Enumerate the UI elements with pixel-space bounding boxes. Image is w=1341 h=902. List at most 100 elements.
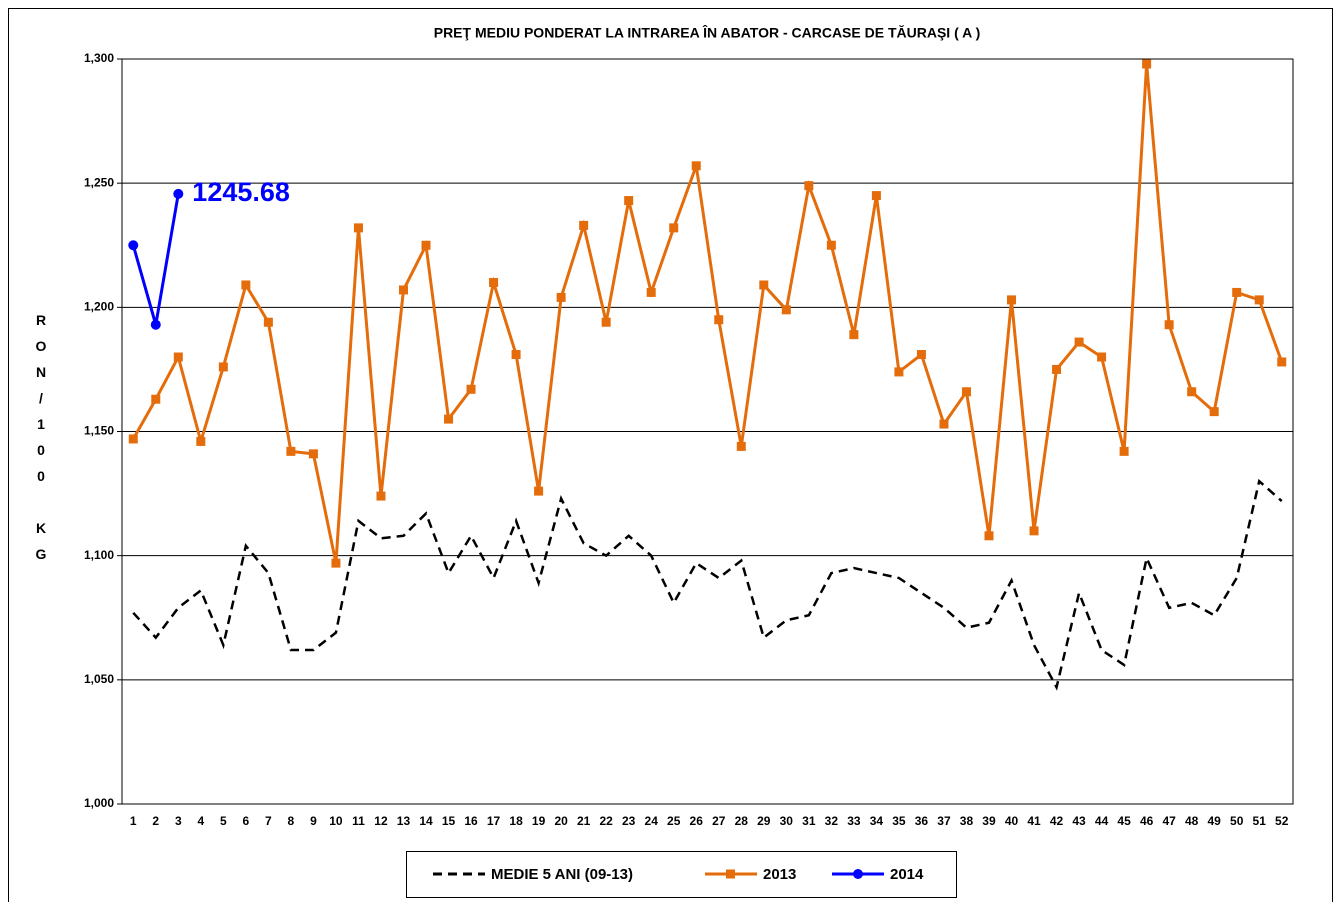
x-tick-label: 42 [1050, 814, 1064, 828]
point [128, 434, 138, 444]
point [489, 278, 499, 287]
point [691, 161, 701, 171]
point [534, 486, 544, 496]
legend-label: 2014 [890, 866, 924, 883]
x-tick-label: 15 [442, 814, 456, 828]
point [804, 181, 814, 191]
point [669, 223, 679, 233]
point [939, 419, 949, 429]
point [398, 285, 408, 295]
point [466, 384, 476, 394]
point [714, 315, 724, 325]
x-tick-label: 40 [1005, 814, 1019, 828]
point [579, 220, 589, 230]
x-tick-label: 26 [690, 814, 704, 828]
x-tick-label: 1 [130, 814, 137, 828]
x-tick-label: 43 [1072, 814, 1086, 828]
point [1187, 387, 1197, 397]
point [263, 317, 273, 327]
point [241, 280, 251, 290]
point [376, 491, 386, 501]
point [781, 305, 791, 315]
point [286, 446, 296, 456]
x-tick-label: 41 [1027, 814, 1041, 828]
data-label: 1245.68 [192, 177, 290, 207]
x-tick-label: 33 [847, 814, 861, 828]
x-tick-label: 47 [1162, 814, 1176, 828]
x-tick-label: 34 [870, 814, 884, 828]
y-axis-label: RON/100 KG [33, 312, 49, 572]
x-tick-label: 19 [532, 814, 546, 828]
legend-label: MEDIE 5 ANI (09-13) [491, 866, 633, 883]
legend-marker [726, 869, 735, 879]
point [556, 292, 566, 302]
point [1119, 446, 1129, 456]
point [444, 414, 454, 424]
x-tick-label: 2 [152, 814, 159, 828]
x-tick-label: 3 [175, 814, 182, 828]
x-tick-label: 45 [1117, 814, 1131, 828]
x-tick-label: 28 [735, 814, 749, 828]
x-tick-label: 50 [1230, 814, 1244, 828]
point [1052, 364, 1062, 374]
x-tick-label: 49 [1208, 814, 1222, 828]
x-tick-label: 35 [892, 814, 906, 828]
point [151, 394, 161, 404]
x-tick-label: 11 [352, 814, 365, 828]
series-line [131, 193, 180, 326]
series-line [131, 63, 1284, 564]
x-tick-label: 32 [825, 814, 839, 828]
x-tick-label: 18 [509, 814, 523, 828]
point [128, 240, 139, 251]
x-tick-label: 27 [712, 814, 726, 828]
series-line [132, 478, 1283, 691]
point [511, 350, 521, 360]
chart-title: PREŢ MEDIU PONDERAT LA INTRAREA ÎN ABATO… [434, 24, 981, 41]
point [218, 362, 228, 372]
x-tick-label: 25 [667, 814, 681, 828]
x-tick-label: 44 [1095, 814, 1109, 828]
point [1029, 526, 1039, 536]
y-tick-label: 1,050 [84, 672, 114, 686]
x-tick-label: 8 [288, 814, 295, 828]
x-tick-label: 4 [197, 814, 204, 828]
point [961, 387, 971, 397]
x-tick-label: 51 [1253, 814, 1267, 828]
point [1164, 320, 1174, 330]
x-tick-label: 52 [1275, 814, 1289, 828]
point [1254, 295, 1264, 305]
point [1007, 295, 1017, 305]
x-tick-label: 6 [243, 814, 250, 828]
x-tick-label: 12 [374, 814, 388, 828]
x-tick-label: 48 [1185, 814, 1199, 828]
plot-frame [121, 58, 1294, 805]
point [173, 188, 184, 199]
x-tick-label: 22 [599, 814, 613, 828]
y-tick-label: 1,100 [84, 548, 114, 562]
x-tick-label: 14 [419, 814, 433, 828]
x-tick-label: 17 [487, 814, 501, 828]
point [646, 287, 656, 297]
point [984, 531, 994, 541]
x-tick-label: 46 [1140, 814, 1154, 828]
point [150, 319, 161, 330]
point [1232, 287, 1242, 297]
x-tick-label: 20 [554, 814, 568, 828]
y-tick-label: 1,250 [84, 175, 114, 189]
point [624, 196, 634, 206]
point [331, 558, 341, 568]
point [759, 280, 769, 290]
x-tick-label: 24 [645, 814, 659, 828]
point [1209, 407, 1219, 417]
x-tick-label: 30 [780, 814, 794, 828]
point [894, 367, 904, 377]
x-tick-label: 29 [757, 814, 771, 828]
x-tick-label: 9 [310, 814, 317, 828]
x-tick-label: 7 [265, 814, 272, 828]
point [1074, 337, 1084, 347]
chart-frame [8, 8, 1333, 902]
x-tick-label: 16 [464, 814, 478, 828]
point [1097, 352, 1107, 362]
